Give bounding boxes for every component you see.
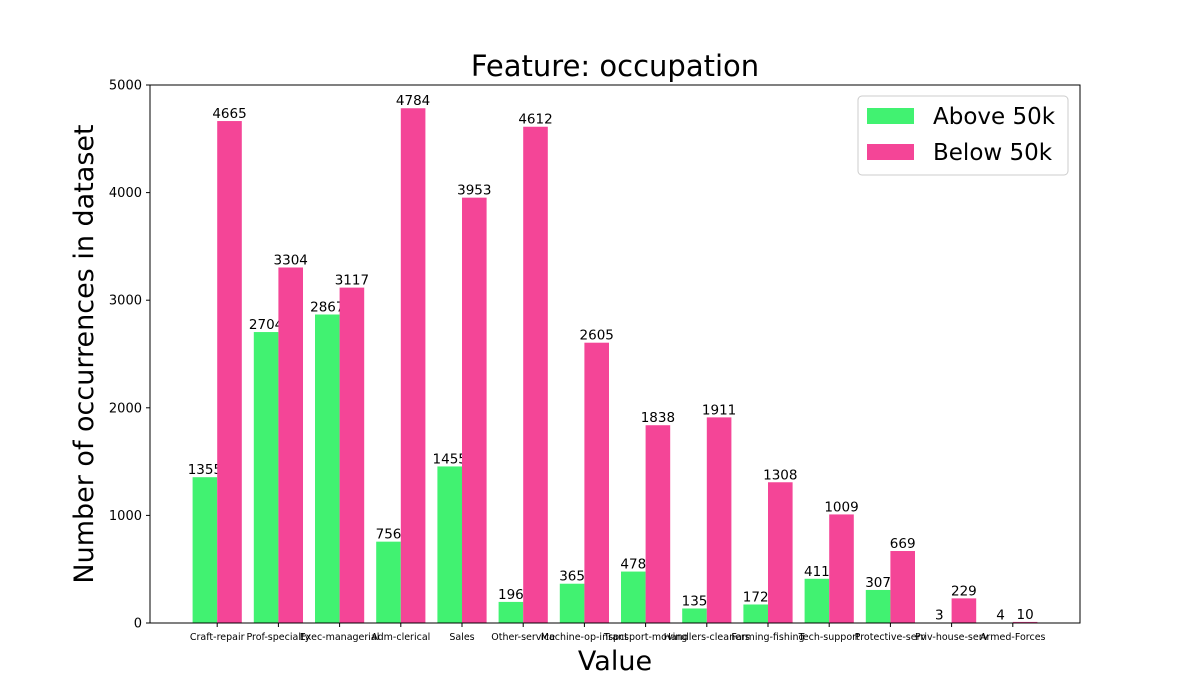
data-label-above-7: 478 [620,557,646,573]
legend: Above 50k Below 50k [857,95,1069,176]
x-tick-label-9: Farming-fishing [731,632,804,643]
x-tick-label-3: Adm-clerical [371,632,430,643]
x-axis-title: Value [578,646,652,677]
x-tick-label-1: Prof-specialty [246,632,310,643]
y-tick-label-0: 0 [134,617,142,632]
bar-above-0 [192,477,218,623]
plot-frame [149,84,1081,624]
x-tick-label-13: Armed-Forces [980,632,1045,643]
data-label-below-8: 1911 [702,402,736,418]
bar-below-2 [339,287,365,623]
bar-below-3 [400,108,426,624]
data-label-above-9: 172 [743,589,769,605]
data-label-above-5: 196 [498,587,524,603]
bar-below-13 [1012,621,1038,623]
bar-above-4 [437,466,462,623]
plot-area: 1355 2704 2867 756 1455 196 365 478 135 172 411 307… [109,79,1081,643]
x-tick-label-6: Machine-op-inspct [541,632,629,643]
data-label-above-4: 1455 [433,451,467,467]
data-label-above-8: 135 [682,593,708,609]
data-label-below-13: 10 [1017,607,1034,623]
data-label-above-1: 2704 [249,317,283,333]
x-tick-label-7: Transport-moving [603,632,687,643]
bar-below-8 [706,417,732,623]
bar-below-1 [278,267,303,623]
legend-swatch-1 [867,144,914,160]
bar-above-9 [743,604,768,623]
y-tick-label-2: 2000 [109,401,142,416]
data-label-below-9: 1308 [763,467,797,483]
data-label-below-0: 4665 [212,106,246,122]
bar-below-7 [645,425,671,623]
x-tick-label-11: Protective-serv [855,632,927,643]
bar-below-9 [768,482,793,623]
bar-above-1 [253,332,279,623]
bar-below-5 [523,126,548,623]
bar-below-6 [584,342,609,623]
data-label-above-3: 756 [376,527,402,543]
data-label-below-7: 1838 [641,410,675,426]
data-label-above-13: 4 [996,608,1005,624]
bar-below-0 [217,121,242,624]
legend-label-1: Below 50k [933,140,1053,166]
bar-above-7 [621,571,646,623]
y-tick-label-3: 3000 [109,294,142,309]
bar-below-11 [890,551,915,623]
bar-above-2 [315,314,340,623]
legend-label-0: Above 50k [933,104,1056,130]
bar-below-10 [829,514,854,623]
x-tick-label-5: Other-service [491,632,555,643]
data-label-above-12: 3 [935,608,944,624]
x-tick-label-2: Exec-managerial [300,632,380,643]
bar-below-12 [951,598,977,623]
y-tick-label-5: 5000 [109,79,142,94]
bar-above-5 [498,601,524,623]
bar-below-4 [462,197,487,623]
bar-above-6 [559,583,585,623]
bar-above-8 [682,608,707,623]
bar-above-11 [865,589,891,623]
data-label-below-5: 4612 [518,112,552,128]
x-tick-label-8: Handlers-cleaners [664,632,750,643]
data-label-above-0: 1355 [188,462,222,478]
data-label-below-4: 3953 [457,183,491,199]
bar-above-3 [376,541,401,623]
y-axis-title: Number of occurrences in dataset [69,124,100,583]
x-tick-label-12: Priv-house-serv [915,632,989,643]
data-label-below-6: 2605 [580,328,614,344]
x-tick-label-0: Craft-repair [190,632,245,643]
legend-swatch-0 [867,108,914,124]
data-label-below-10: 1009 [824,499,858,515]
data-label-below-1: 3304 [274,252,308,268]
data-label-below-11: 669 [890,536,916,552]
bar-above-10 [804,578,830,623]
x-tick-label-4: Sales [449,632,474,643]
data-label-above-11: 307 [865,575,891,591]
x-tick-label-10: Tech-support [798,632,860,643]
data-label-above-2: 2867 [310,300,344,316]
data-label-above-10: 411 [804,564,830,580]
data-label-below-12: 229 [951,583,977,599]
data-label-above-6: 365 [559,569,585,585]
y-tick-label-1: 1000 [109,509,142,524]
y-tick-label-4: 4000 [109,186,142,201]
data-label-below-3: 4784 [396,93,430,109]
data-label-below-2: 3117 [335,273,369,289]
chart-title: Feature: occupation [471,49,759,83]
